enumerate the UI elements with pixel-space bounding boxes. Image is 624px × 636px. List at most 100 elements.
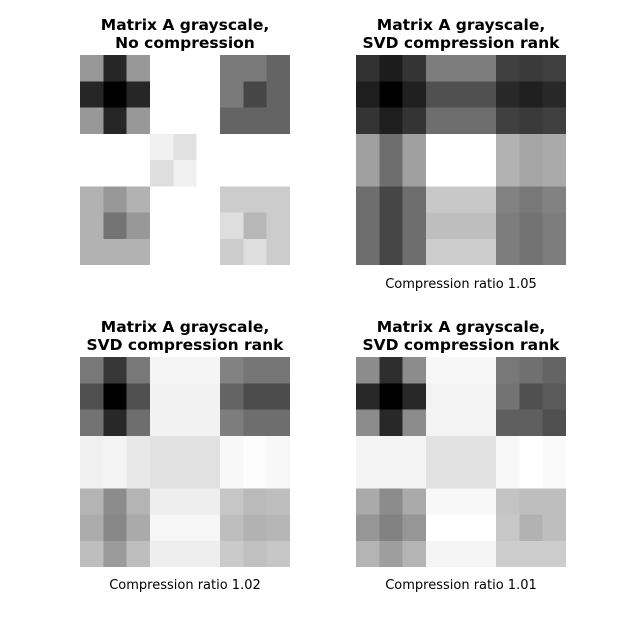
- heatmap-cell: [173, 107, 198, 135]
- heatmap-cell: [379, 462, 404, 489]
- heatmap-cell: [472, 540, 497, 567]
- heatmap-cell: [173, 409, 198, 437]
- heatmap-cell: [542, 514, 566, 542]
- heatmap-cell: [379, 55, 404, 82]
- heatmap-cell: [150, 133, 174, 161]
- heatmap-cell: [472, 212, 497, 240]
- heatmap-cell: [449, 107, 474, 135]
- heatmap-cell: [80, 409, 104, 437]
- heatmap-cell: [150, 81, 174, 109]
- heatmap-cell: [150, 55, 174, 82]
- heatmap-cell: [402, 540, 427, 567]
- heatmap-cell: [519, 238, 544, 265]
- heatmap-cell: [542, 462, 566, 489]
- heatmap-cell: [173, 133, 198, 161]
- heatmap-cell: [402, 514, 427, 542]
- heatmap-cell: [402, 212, 427, 240]
- heatmap-cell: [356, 462, 380, 489]
- heatmap-cell: [472, 107, 497, 135]
- heatmap-cell: [80, 160, 104, 187]
- heatmap-cell: [496, 107, 520, 135]
- heatmap-cell: [519, 81, 544, 109]
- heatmap-cell: [196, 540, 221, 567]
- heatmap-cell: [356, 357, 380, 384]
- heatmap-cell: [402, 133, 427, 161]
- heatmap-cell: [472, 409, 497, 437]
- heatmap-cell: [80, 133, 104, 161]
- heatmap-cell: [266, 462, 290, 489]
- heatmap-cell: [519, 357, 544, 384]
- heatmap-cell: [80, 357, 104, 384]
- heatmap-cell: [449, 238, 474, 265]
- heatmap-cell: [402, 107, 427, 135]
- heatmap-svg: [80, 357, 290, 567]
- heatmap-cell: [126, 357, 151, 384]
- heatmap-cell: [103, 133, 128, 161]
- heatmap-cell: [220, 212, 244, 240]
- heatmap-cell: [80, 212, 104, 240]
- heatmap-cell: [426, 488, 450, 516]
- heatmap-cell: [126, 55, 151, 82]
- heatmap-cell: [173, 540, 198, 567]
- heatmap-cell: [449, 186, 474, 214]
- heatmap-cell: [356, 212, 380, 240]
- heatmap-cell: [266, 55, 290, 82]
- heatmap-cell: [103, 55, 128, 82]
- heatmap-cell: [356, 540, 380, 567]
- heatmap-cell: [266, 133, 290, 161]
- heatmap-cell: [356, 55, 380, 82]
- heatmap-svg: [80, 55, 290, 265]
- heatmap-plot: [356, 55, 566, 265]
- heatmap-cell: [126, 186, 151, 214]
- heatmap-cell: [356, 514, 380, 542]
- heatmap-cell: [173, 186, 198, 214]
- heatmap-cell: [449, 383, 474, 411]
- heatmap-cell: [243, 488, 268, 516]
- heatmap-cell: [126, 514, 151, 542]
- heatmap-cell: [519, 488, 544, 516]
- heatmap-cell: [496, 357, 520, 384]
- heatmap-cell: [80, 55, 104, 82]
- heatmap-cell: [426, 160, 450, 187]
- heatmap-cell: [243, 81, 268, 109]
- heatmap-cell: [220, 81, 244, 109]
- heatmap-cell: [449, 435, 474, 463]
- heatmap-cell: [220, 186, 244, 214]
- heatmap-cell: [496, 160, 520, 187]
- heatmap-cell: [542, 81, 566, 109]
- heatmap-cell: [402, 357, 427, 384]
- heatmap-cell: [496, 488, 520, 516]
- heatmap-cell: [150, 488, 174, 516]
- heatmap-cell: [519, 514, 544, 542]
- panel-title-line-1: Matrix A grayscale,: [376, 16, 546, 34]
- heatmap-cell: [402, 186, 427, 214]
- heatmap-cell: [402, 238, 427, 265]
- heatmap-cell: [220, 462, 244, 489]
- heatmap-cell: [426, 81, 450, 109]
- heatmap-cell: [196, 462, 221, 489]
- heatmap-cell: [126, 409, 151, 437]
- heatmap-cell: [243, 540, 268, 567]
- heatmap-cell: [519, 383, 544, 411]
- heatmap-cell: [472, 383, 497, 411]
- heatmap-cell: [243, 212, 268, 240]
- heatmap-cell: [80, 540, 104, 567]
- heatmap-cell: [496, 133, 520, 161]
- heatmap-cell: [449, 81, 474, 109]
- heatmap-cell: [519, 540, 544, 567]
- heatmap-cell: [150, 514, 174, 542]
- heatmap-cell: [196, 81, 221, 109]
- heatmap-cell: [196, 488, 221, 516]
- heatmap-cell: [103, 383, 128, 411]
- heatmap-cell: [266, 435, 290, 463]
- heatmap-cell: [243, 160, 268, 187]
- heatmap-cell: [426, 357, 450, 384]
- heatmap-cell: [80, 107, 104, 135]
- heatmap-cell: [103, 160, 128, 187]
- heatmap-cell: [126, 462, 151, 489]
- heatmap-cell: [150, 186, 174, 214]
- heatmap-cell: [220, 55, 244, 82]
- heatmap-cell: [243, 462, 268, 489]
- heatmap-cell: [426, 462, 450, 489]
- heatmap-cell: [243, 107, 268, 135]
